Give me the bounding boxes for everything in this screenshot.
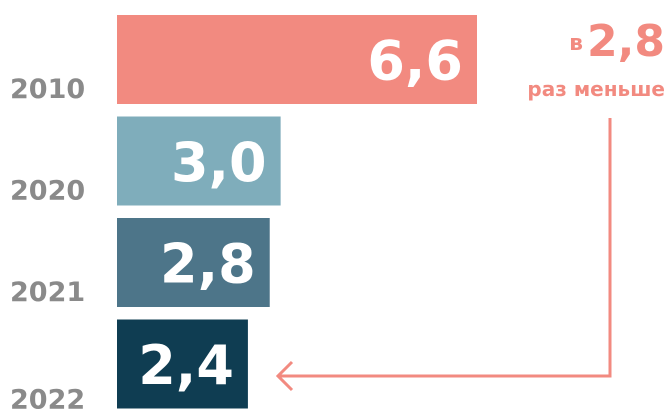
arrow — [275, 118, 612, 392]
value-label: 6,6 — [367, 30, 463, 93]
bar — [117, 15, 477, 104]
annotation-prefix: в — [569, 31, 583, 56]
category-label: 2022 — [10, 385, 85, 410]
value-label: 2,8 — [160, 233, 256, 296]
value-label: 3,0 — [171, 131, 267, 194]
category-label: 2021 — [10, 277, 85, 308]
bar — [117, 319, 248, 409]
category-label: 2020 — [10, 176, 85, 207]
bar — [117, 116, 281, 206]
bar — [117, 218, 270, 307]
annotation-value: 2,8 — [587, 16, 665, 67]
value-label: 2,4 — [138, 334, 234, 397]
category-label: 2010 — [10, 74, 85, 105]
annotation-suffix: раз меньше — [527, 77, 665, 101]
